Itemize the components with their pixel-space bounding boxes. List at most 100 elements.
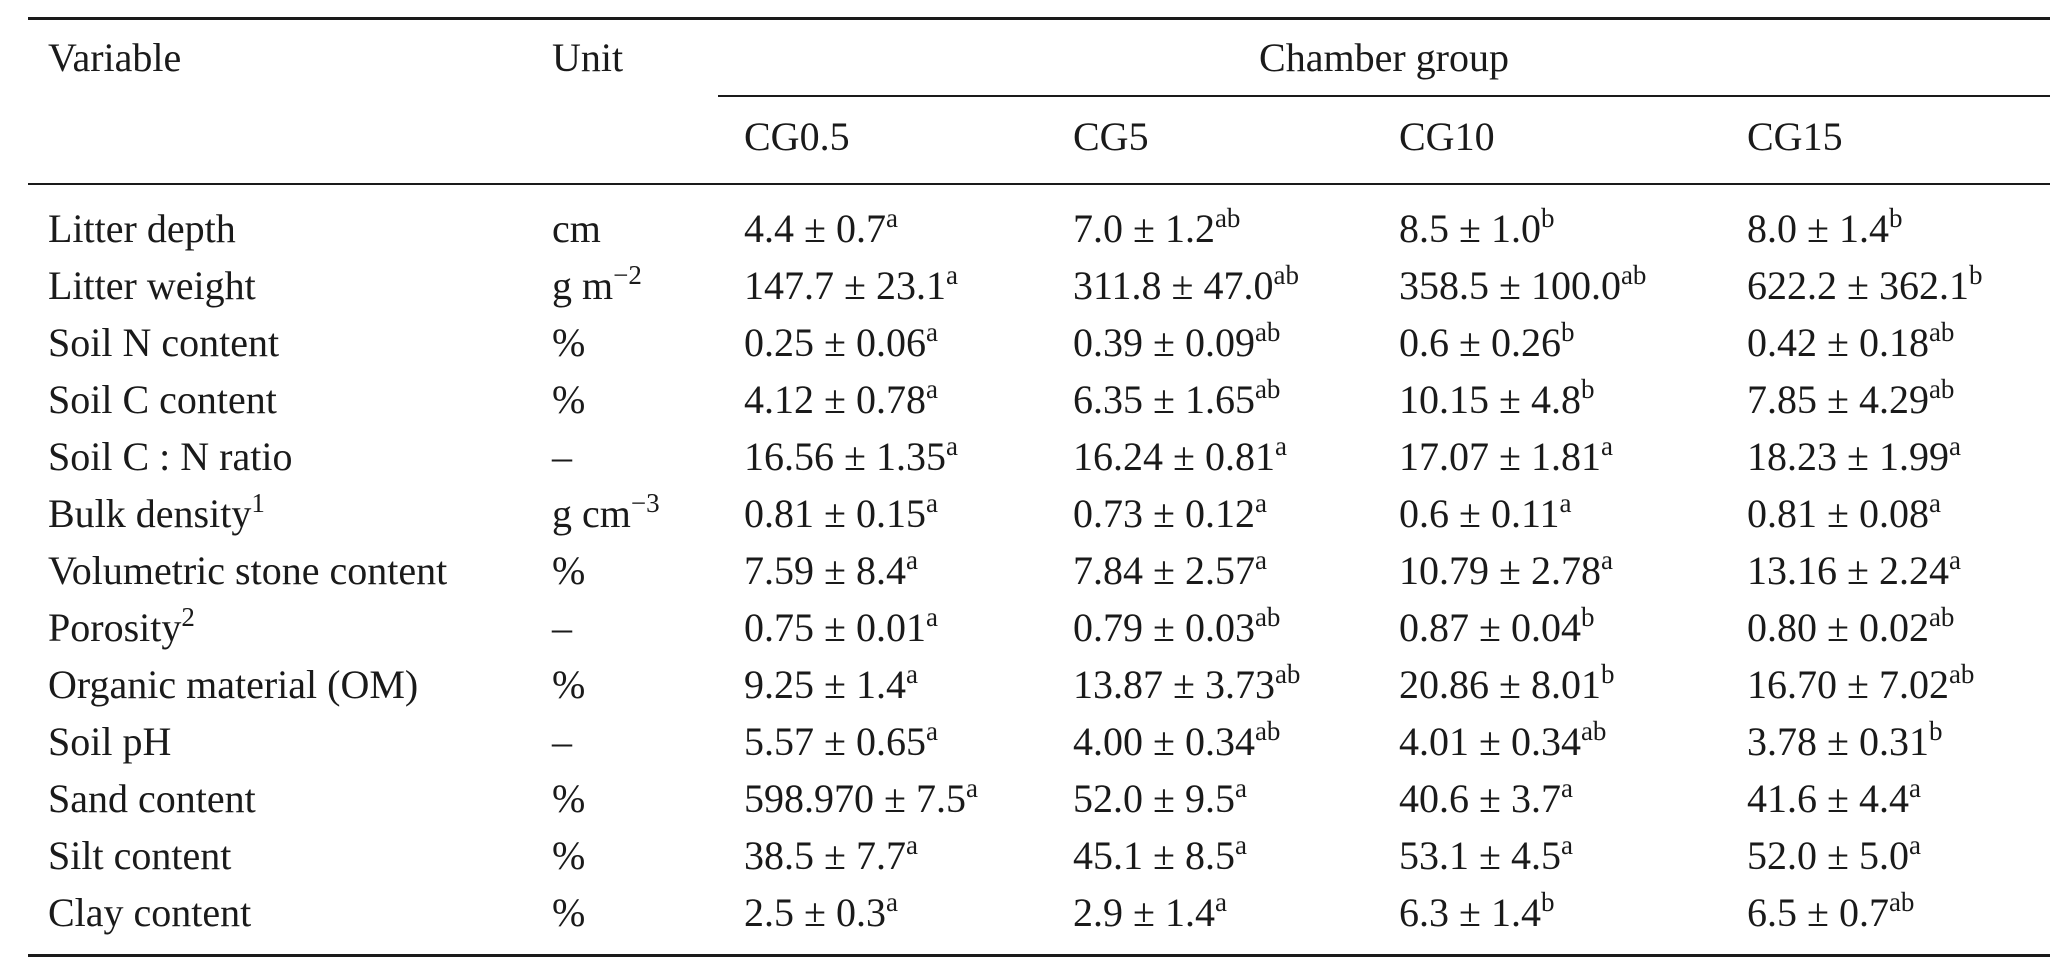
table-cell-value: 0.81 ± 0.15a	[744, 490, 938, 538]
mean-sd-value: 0.25 ± 0.06	[744, 320, 926, 365]
mean-sd-value: 622.2 ± 362.1	[1747, 263, 1969, 308]
mean-sd-value: 41.6 ± 4.4	[1747, 776, 1909, 821]
table-cell-value: 0.80 ± 0.02ab	[1747, 604, 1954, 652]
table-cell-unit: –	[552, 433, 572, 481]
table-cell-unit: g m−2	[552, 262, 642, 310]
mean-sd-value: 2.5 ± 0.3	[744, 890, 886, 935]
table-cell-unit: %	[552, 319, 585, 367]
significance-letter: a	[945, 260, 958, 290]
variable-label: Soil C : N ratio	[48, 434, 293, 479]
mean-sd-value: 0.80 ± 0.02	[1747, 605, 1929, 650]
footnote-marker: 1	[251, 488, 265, 518]
significance-letter: ab	[1948, 659, 1975, 689]
header-group-cg15: CG15	[1747, 114, 1843, 159]
table-cell-value: 0.25 ± 0.06a	[744, 319, 938, 367]
table-cell-value: 6.5 ± 0.7ab	[1747, 889, 1914, 937]
unit-exponent: −2	[613, 260, 642, 290]
variable-label: Silt content	[48, 833, 232, 878]
significance-letter: a	[1560, 830, 1573, 860]
table-cell-unit: –	[552, 604, 572, 652]
unit-label: –	[552, 434, 572, 479]
table-cell-value: 13.87 ± 3.73ab	[1073, 661, 1300, 709]
table-cell-value: 41.6 ± 4.4a	[1747, 775, 1921, 823]
table-cell-value: 4.01 ± 0.34ab	[1399, 718, 1606, 766]
table-cell-value: 311.8 ± 47.0ab	[1073, 262, 1299, 310]
significance-letter: a	[925, 374, 938, 404]
table-cell-value: 2.5 ± 0.3a	[744, 889, 898, 937]
significance-letter: ab	[1254, 374, 1281, 404]
variable-label: Porosity	[48, 605, 182, 650]
header-group-cg5: CG5	[1073, 114, 1149, 159]
table-cell-unit: %	[552, 775, 585, 823]
table-cell-value: 45.1 ± 8.5a	[1073, 832, 1247, 880]
significance-letter: a	[885, 887, 898, 917]
footnote-marker: 2	[181, 602, 195, 632]
table-cell-value: 8.0 ± 1.4b	[1747, 205, 1902, 253]
variable-label: Soil C content	[48, 377, 277, 422]
significance-letter: ab	[1274, 659, 1301, 689]
mean-sd-value: 4.4 ± 0.7	[744, 206, 886, 251]
mean-sd-value: 4.01 ± 0.34	[1399, 719, 1581, 764]
table-cell-value: 52.0 ± 5.0a	[1747, 832, 1921, 880]
table-cell-variable: Litter weight	[48, 262, 256, 310]
unit-label: g m	[552, 263, 614, 308]
table-cell-variable: Volumetric stone content	[48, 547, 447, 595]
table-cell-value: 38.5 ± 7.7a	[744, 832, 918, 880]
significance-letter: ab	[1928, 317, 1955, 347]
mean-sd-value: 45.1 ± 8.5	[1073, 833, 1235, 878]
table-cell-value: 598.970 ± 7.5a	[744, 775, 978, 823]
mean-sd-value: 7.85 ± 4.29	[1747, 377, 1929, 422]
significance-letter: a	[905, 545, 918, 575]
table-cell-value: 17.07 ± 1.81a	[1399, 433, 1613, 481]
significance-letter: ab	[1273, 260, 1299, 290]
table-cell-value: 7.85 ± 4.29ab	[1747, 376, 1954, 424]
mean-sd-value: 52.0 ± 9.5	[1073, 776, 1235, 821]
mean-sd-value: 0.81 ± 0.08	[1747, 491, 1929, 536]
significance-letter: a	[925, 716, 938, 746]
table-cell-variable: Sand content	[48, 775, 256, 823]
unit-label: cm	[552, 206, 601, 251]
mean-sd-value: 147.7 ± 23.1	[744, 263, 946, 308]
mean-sd-value: 0.79 ± 0.03	[1073, 605, 1255, 650]
significance-letter: a	[1908, 830, 1921, 860]
significance-letter: a	[945, 431, 958, 461]
table-cell-value: 0.75 ± 0.01a	[744, 604, 938, 652]
significance-letter: ab	[1254, 602, 1281, 632]
header-group-cg0-5: CG0.5	[744, 114, 850, 159]
table-cell-value: 0.42 ± 0.18ab	[1747, 319, 1954, 367]
variable-label: Soil pH	[48, 719, 172, 764]
variable-label: Clay content	[48, 890, 252, 935]
table-cell-value: 13.16 ± 2.24a	[1747, 547, 1961, 595]
table-header-rule	[28, 183, 2050, 185]
table-cell-value: 4.4 ± 0.7a	[744, 205, 898, 253]
significance-letter: ab	[1928, 374, 1955, 404]
significance-letter: a	[905, 830, 918, 860]
table-cell-value: 8.5 ± 1.0b	[1399, 205, 1554, 253]
significance-letter: b	[1600, 659, 1615, 689]
table-cell-value: 0.6 ± 0.11a	[1399, 490, 1571, 538]
mean-sd-value: 53.1 ± 4.5	[1399, 833, 1561, 878]
mean-sd-value: 20.86 ± 8.01	[1399, 662, 1601, 707]
table-cell-variable: Porosity2	[48, 604, 195, 652]
table-cell-value: 16.24 ± 0.81a	[1073, 433, 1287, 481]
significance-letter: a	[1560, 773, 1573, 803]
mean-sd-value: 38.5 ± 7.7	[744, 833, 906, 878]
significance-letter: a	[1254, 488, 1267, 518]
variable-label: Sand content	[48, 776, 256, 821]
significance-letter: ab	[1254, 317, 1281, 347]
mean-sd-value: 0.73 ± 0.12	[1073, 491, 1255, 536]
mean-sd-value: 311.8 ± 47.0	[1073, 263, 1274, 308]
mean-sd-value: 4.00 ± 0.34	[1073, 719, 1255, 764]
table-cell-value: 7.59 ± 8.4a	[744, 547, 918, 595]
mean-sd-value: 358.5 ± 100.0	[1399, 263, 1621, 308]
significance-letter: a	[1234, 773, 1247, 803]
table-cell-variable: Silt content	[48, 832, 231, 880]
table-cell-variable: Soil C content	[48, 376, 277, 424]
mean-sd-value: 3.78 ± 0.31	[1747, 719, 1929, 764]
mean-sd-value: 0.6 ± 0.26	[1399, 320, 1561, 365]
unit-label: %	[552, 776, 586, 821]
mean-sd-value: 16.56 ± 1.35	[744, 434, 946, 479]
table-cell-variable: Soil C : N ratio	[48, 433, 292, 481]
mean-sd-value: 6.3 ± 1.4	[1399, 890, 1541, 935]
chamber-group-rule	[718, 95, 2050, 97]
